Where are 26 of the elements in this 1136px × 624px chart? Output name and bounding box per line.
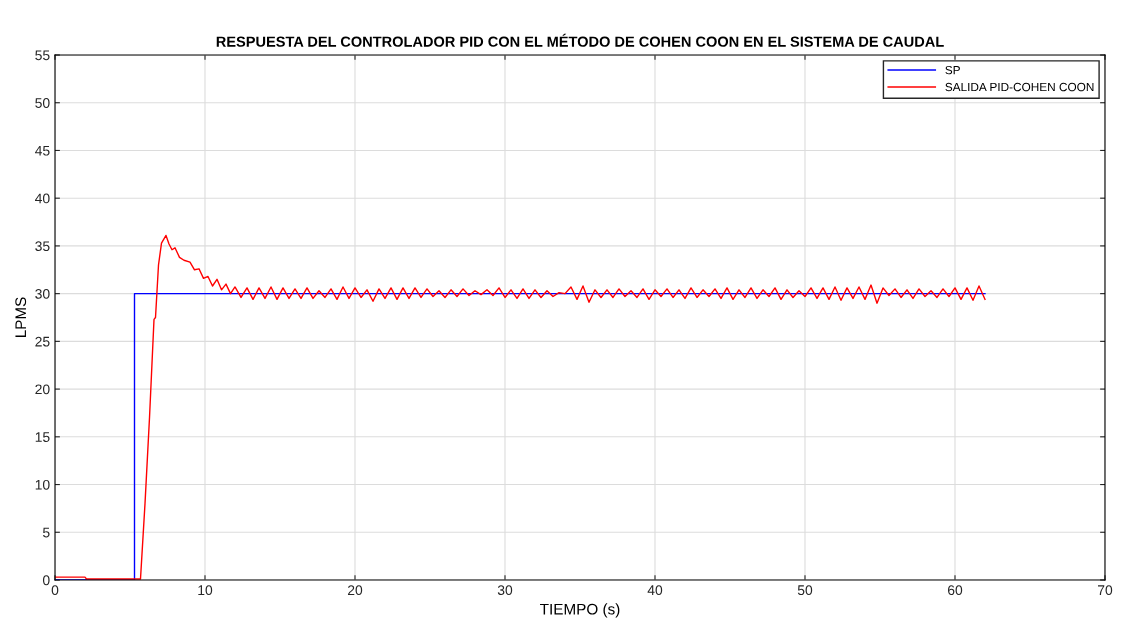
- x-tick-label: 40: [647, 585, 663, 596]
- x-tick-label: 30: [497, 585, 513, 596]
- legend-label: SP: [945, 65, 960, 75]
- x-axis-title: TIEMPO (s): [540, 603, 620, 618]
- y-tick-label: 35: [35, 241, 50, 252]
- x-tick-label: 60: [947, 585, 963, 596]
- y-tick-label: 15: [35, 432, 50, 442]
- y-tick-label: 40: [35, 193, 50, 204]
- y-tick-label: 0: [42, 575, 50, 586]
- y-tick-label: 10: [35, 479, 50, 490]
- y-tick-label: 25: [35, 336, 50, 347]
- legend-label: SALIDA PID-COHEN COON: [945, 82, 1094, 92]
- y-tick-label: 20: [35, 384, 50, 395]
- x-tick-label: 50: [797, 585, 813, 596]
- y-tick-label: 30: [35, 288, 50, 299]
- y-tick-label: 5: [42, 527, 50, 538]
- x-tick-label: 20: [347, 585, 363, 596]
- line-series: [55, 234, 986, 580]
- y-tick-label: 45: [35, 145, 50, 156]
- y-tick-label: 50: [35, 98, 50, 108]
- x-tick-label: 70: [1097, 585, 1113, 596]
- x-tick-label: 10: [198, 585, 213, 596]
- y-axis-title: LPMS: [15, 297, 27, 338]
- y-tick-label: 55: [35, 50, 50, 61]
- x-tick-label: 0: [51, 585, 59, 596]
- chart-title: RESPUESTA DEL CONTROLADOR PID CON EL MÉTODO DE COHEN COON EN EL SISTEMA DE CAUDAL: [216, 33, 944, 47]
